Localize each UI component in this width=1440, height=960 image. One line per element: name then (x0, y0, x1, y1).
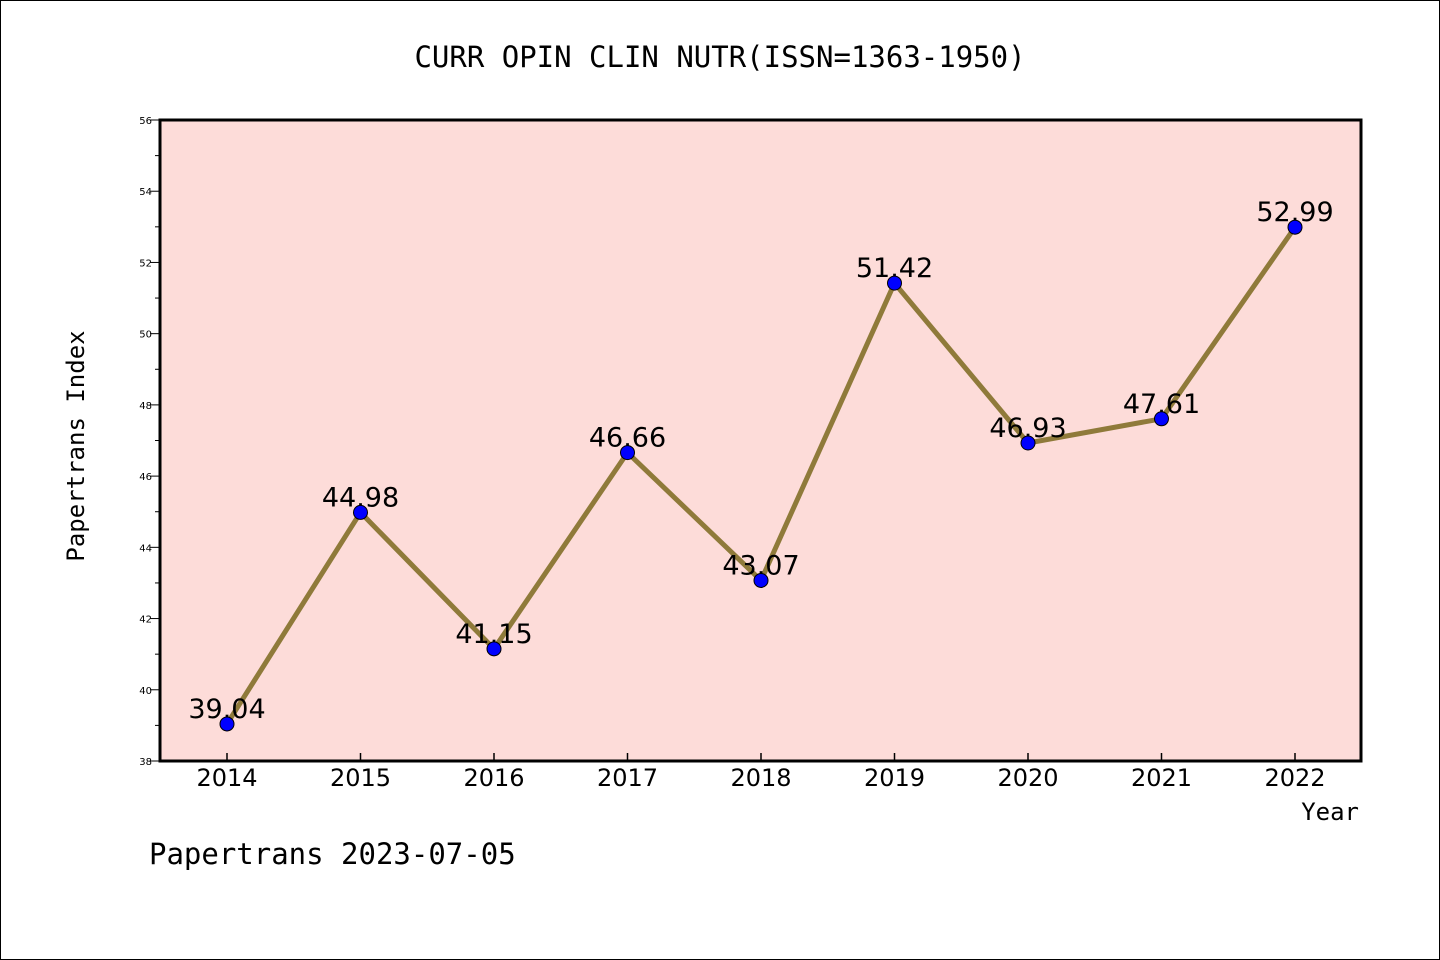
x-tick-label: 2015 (330, 764, 391, 792)
x-tick-label: 2022 (1264, 764, 1325, 792)
x-tick-label: 2020 (997, 764, 1058, 792)
watermark-text: Papertrans 2023-07-05 (149, 837, 516, 871)
y-tick-label: 54 (139, 187, 152, 198)
data-point (1154, 411, 1169, 427)
x-tick-label: 2021 (1131, 764, 1192, 792)
x-tick-label: 2018 (730, 764, 791, 792)
data-point (486, 641, 502, 657)
x-tick-label: 2019 (864, 764, 925, 792)
series-layer: 39.0444.9841.1546.6643.0751.4246.9347.61… (188, 197, 1334, 732)
y-tick-label: 40 (139, 686, 152, 697)
data-point (887, 275, 902, 291)
y-tick-label: 48 (139, 401, 152, 412)
x-axis: 2014 2015 2016 2017 2018 2019 2020 2021 2022 (196, 753, 1326, 792)
data-point (353, 504, 368, 520)
y-tick-label: 52 (139, 258, 152, 269)
y-tick-label: 42 (139, 615, 152, 626)
x-axis-label: Year (1301, 798, 1359, 826)
data-point (1020, 435, 1036, 451)
plot-area (160, 120, 1361, 761)
y-tick-label: 50 (139, 330, 152, 341)
y-tick-label: 44 (139, 543, 152, 554)
x-tick-label: 2014 (196, 764, 257, 792)
chart-title: CURR OPIN CLIN NUTR(ISSN=1363-1950) (414, 40, 1025, 74)
data-point (1287, 219, 1303, 235)
y-tick-label: 38 (139, 757, 152, 768)
data-point (753, 572, 769, 588)
y-axis-label: Papertrans Index (62, 330, 90, 561)
y-axis: 38 40 42 44 46 48 50 52 54 56 (139, 116, 160, 768)
plot-border (158, 118, 1363, 763)
x-tick-label: 2017 (597, 764, 658, 792)
x-tick-label: 2016 (463, 764, 524, 792)
y-tick-label: 56 (139, 116, 152, 127)
data-point (620, 445, 635, 461)
y-tick-label: 46 (139, 472, 152, 483)
data-point (219, 716, 235, 732)
